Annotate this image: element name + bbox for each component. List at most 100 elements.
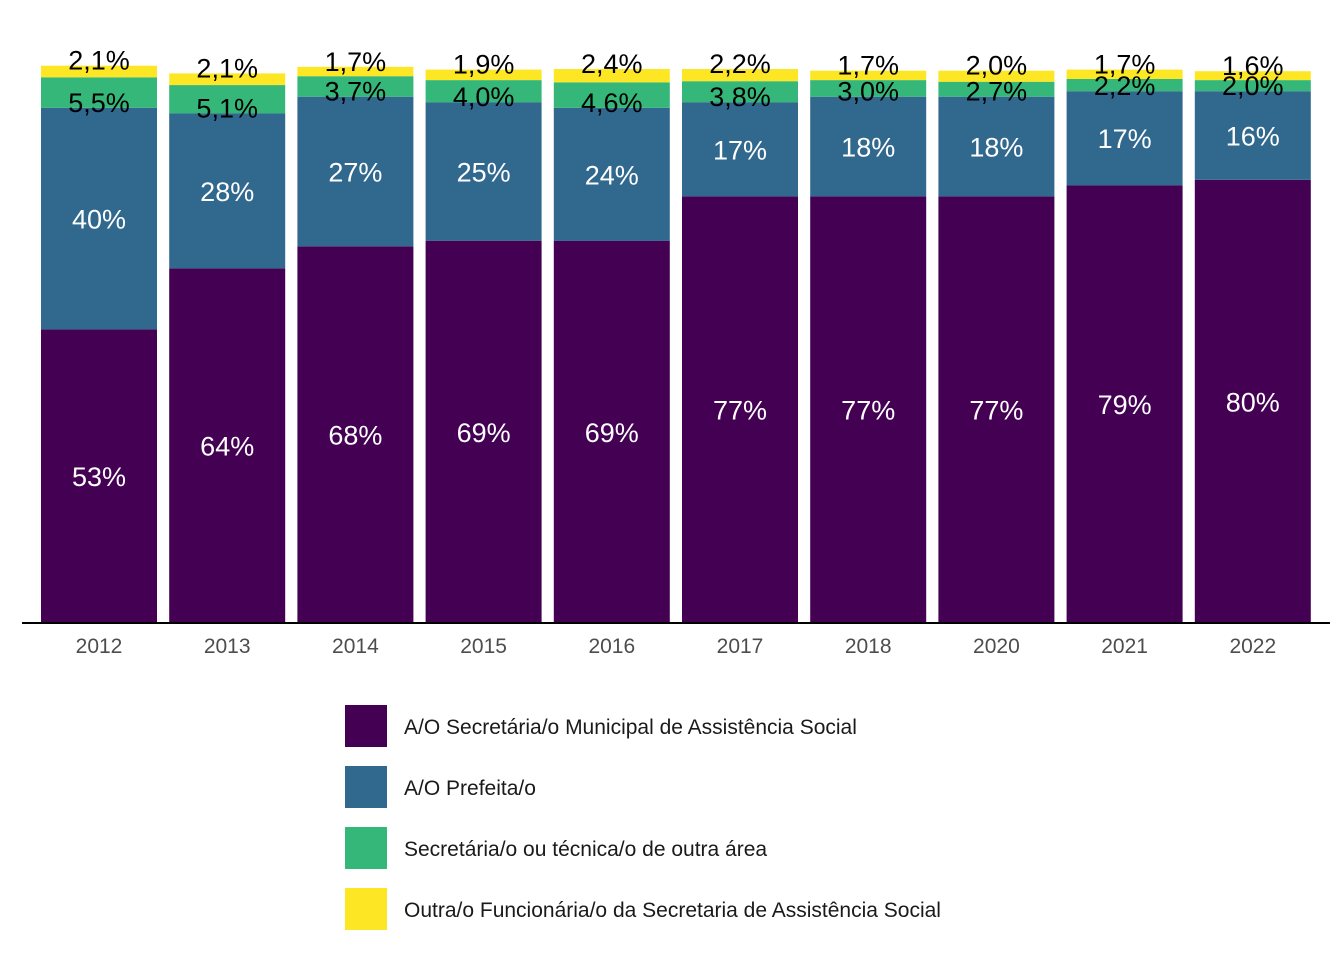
bar-segment-2020-series-3 bbox=[938, 81, 1055, 97]
x-tick-label-2014: 2014 bbox=[332, 635, 379, 658]
data-label-2021-series-3: 2,2% bbox=[1094, 71, 1156, 101]
legend: A/O Secretária/o Municipal de Assistênci… bbox=[345, 705, 941, 930]
data-label-2018-series-2: 18% bbox=[841, 133, 895, 163]
bar-segment-2013-series-2 bbox=[169, 113, 286, 269]
bar-segment-2022-series-3 bbox=[1194, 80, 1311, 92]
bar-segment-2015-series-4 bbox=[425, 69, 542, 81]
data-label-2012-series-3: 5,5% bbox=[68, 88, 130, 118]
data-label-2016-series-3: 4,6% bbox=[581, 88, 643, 118]
bar-segment-2022-series-4 bbox=[1194, 71, 1311, 81]
data-label-2013-series-3: 5,1% bbox=[196, 93, 258, 123]
data-label-2020-series-4: 2,0% bbox=[966, 51, 1028, 81]
x-tick-label-2012: 2012 bbox=[76, 635, 123, 658]
x-tick-label-2017: 2017 bbox=[717, 635, 764, 658]
data-label-2012-series-4: 2,1% bbox=[68, 46, 130, 76]
bar-segment-2013-series-4 bbox=[169, 73, 286, 85]
data-label-2014-series-2: 27% bbox=[328, 158, 382, 188]
legend-swatch-3 bbox=[345, 827, 387, 869]
bar-segment-2020-series-2 bbox=[938, 96, 1055, 197]
data-label-2021-series-1: 79% bbox=[1098, 390, 1152, 420]
x-tick-label-2013: 2013 bbox=[204, 635, 251, 658]
bar-segment-2016-series-3 bbox=[553, 82, 670, 108]
bar-segment-2013-series-3 bbox=[169, 85, 286, 114]
bar-segment-2016-series-4 bbox=[553, 69, 670, 83]
data-label-2020-series-1: 77% bbox=[969, 396, 1023, 426]
bar-segment-2018-series-4 bbox=[810, 70, 927, 81]
legend-label-3: Secretária/o ou técnica/o de outra área bbox=[404, 838, 767, 861]
bar-segment-2020-series-4 bbox=[938, 70, 1055, 82]
data-label-2020-series-2: 18% bbox=[969, 133, 1023, 163]
x-tick-label-2018: 2018 bbox=[845, 635, 892, 658]
bar-segment-2015-series-2 bbox=[425, 102, 542, 241]
bar-segment-2014-series-4 bbox=[297, 66, 414, 77]
data-label-2018-series-4: 1,7% bbox=[837, 51, 899, 81]
data-label-2018-series-1: 77% bbox=[841, 396, 895, 426]
data-label-2016-series-4: 2,4% bbox=[581, 49, 643, 79]
data-label-2014-series-4: 1,7% bbox=[325, 47, 387, 77]
bar-segment-2021-series-1 bbox=[1066, 185, 1183, 624]
x-tick-labels-layer: 2012 2013 2014 2015 2016 2017 2018 2020 2021 2022 bbox=[76, 635, 1277, 658]
bar-segment-2021-series-3 bbox=[1066, 79, 1183, 92]
legend-swatch-4 bbox=[345, 888, 387, 930]
bar-segment-2020-series-1 bbox=[938, 196, 1055, 623]
data-label-2020-series-3: 2,7% bbox=[966, 77, 1028, 107]
segment-labels-layer: 53%40%5,5%2,1%64%28%5,1%2,1%68%27%3,7%1,… bbox=[68, 46, 1283, 493]
bar-segment-2014-series-1 bbox=[297, 246, 414, 624]
bar-segment-2017-series-4 bbox=[682, 69, 798, 82]
data-label-2014-series-1: 68% bbox=[328, 421, 382, 451]
data-label-2016-series-1: 69% bbox=[585, 418, 639, 448]
data-label-2022-series-1: 80% bbox=[1226, 387, 1280, 417]
data-label-2015-series-2: 25% bbox=[457, 158, 511, 188]
bar-segment-2016-series-2 bbox=[553, 107, 670, 241]
x-tick-label-2020: 2020 bbox=[973, 635, 1020, 658]
bars-layer bbox=[41, 65, 1311, 624]
x-tick-label-2016: 2016 bbox=[588, 635, 635, 658]
bar-segment-2017-series-2 bbox=[682, 102, 798, 197]
legend-label-2: A/O Prefeita/o bbox=[404, 777, 536, 800]
bar-segment-2015-series-1 bbox=[425, 240, 542, 623]
data-label-2022-series-2: 16% bbox=[1226, 122, 1280, 152]
data-label-2021-series-4: 1,7% bbox=[1094, 50, 1156, 80]
bar-segment-2016-series-1 bbox=[553, 240, 670, 623]
bar-segment-2014-series-3 bbox=[297, 76, 414, 97]
bar-segment-2012-series-3 bbox=[41, 77, 157, 108]
bar-segment-2018-series-1 bbox=[810, 196, 927, 623]
x-tick-label-2022: 2022 bbox=[1229, 635, 1276, 658]
data-label-2018-series-3: 3,0% bbox=[837, 77, 899, 107]
bar-segment-2012-series-2 bbox=[41, 107, 157, 330]
data-label-2017-series-1: 77% bbox=[713, 396, 767, 426]
data-label-2012-series-1: 53% bbox=[72, 462, 126, 492]
bar-segment-2018-series-2 bbox=[810, 96, 927, 197]
data-label-2017-series-4: 2,2% bbox=[709, 49, 771, 79]
data-label-2017-series-3: 3,8% bbox=[709, 82, 771, 112]
bar-segment-2015-series-3 bbox=[425, 80, 542, 103]
data-label-2015-series-3: 4,0% bbox=[453, 82, 515, 112]
x-tick-label-2021: 2021 bbox=[1101, 635, 1148, 658]
data-label-2016-series-2: 24% bbox=[585, 160, 639, 190]
data-label-2013-series-2: 28% bbox=[200, 177, 254, 207]
bar-segment-2018-series-3 bbox=[810, 80, 927, 97]
data-label-2017-series-2: 17% bbox=[713, 135, 767, 165]
x-tick-label-2015: 2015 bbox=[460, 635, 507, 658]
data-label-2013-series-1: 64% bbox=[200, 432, 254, 462]
bar-segment-2012-series-4 bbox=[41, 65, 157, 78]
data-label-2015-series-4: 1,9% bbox=[453, 50, 515, 80]
legend-swatch-2 bbox=[345, 766, 387, 808]
bar-segment-2022-series-2 bbox=[1194, 91, 1311, 180]
data-label-2012-series-2: 40% bbox=[72, 205, 126, 235]
bar-segment-2021-series-2 bbox=[1066, 91, 1183, 186]
bar-segment-2021-series-4 bbox=[1066, 69, 1183, 79]
bar-segment-2012-series-1 bbox=[41, 329, 157, 623]
legend-label-4: Outra/o Funcionária/o da Secretaria de A… bbox=[404, 899, 941, 922]
bar-segment-2017-series-3 bbox=[682, 81, 798, 103]
legend-swatch-1 bbox=[345, 705, 387, 747]
bar-segment-2013-series-1 bbox=[169, 268, 286, 623]
data-label-2022-series-3: 2,0% bbox=[1222, 71, 1284, 101]
data-label-2013-series-4: 2,1% bbox=[196, 53, 258, 83]
data-label-2021-series-2: 17% bbox=[1098, 124, 1152, 154]
bar-segment-2014-series-2 bbox=[297, 96, 414, 247]
data-label-2015-series-1: 69% bbox=[457, 418, 511, 448]
data-label-2014-series-3: 3,7% bbox=[325, 77, 387, 107]
bar-segment-2017-series-1 bbox=[682, 196, 798, 623]
